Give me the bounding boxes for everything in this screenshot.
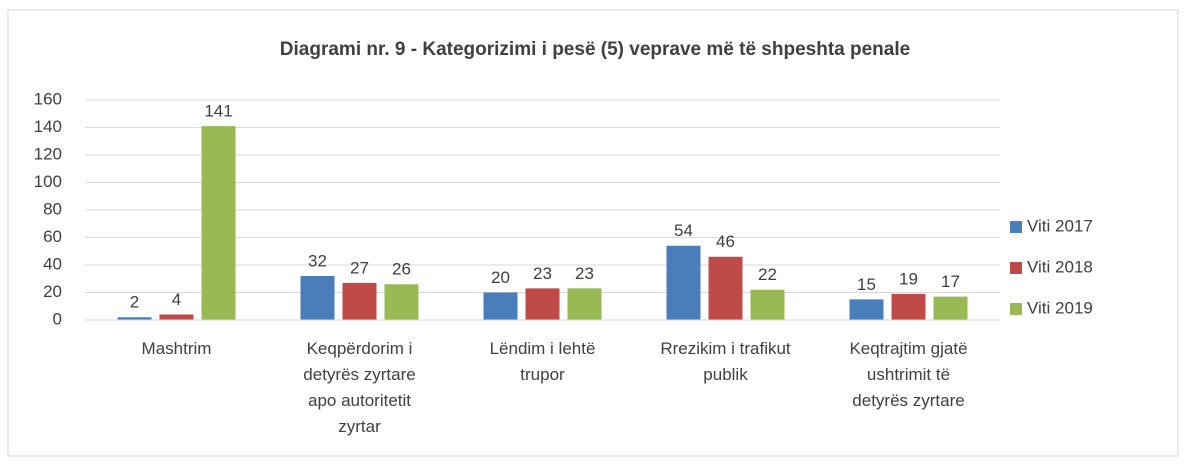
bar (201, 126, 236, 320)
bar (384, 284, 419, 320)
y-tick-label: 80 (43, 199, 62, 218)
y-tick-label: 160 (34, 89, 62, 108)
data-label: 23 (533, 264, 552, 283)
bar (159, 314, 194, 320)
y-tick-label: 100 (34, 172, 62, 191)
x-tick-label: Keqpërdorim i detyrës zyrtare apo autorite… (303, 339, 415, 436)
bar (891, 293, 926, 320)
data-label: 22 (758, 265, 777, 284)
y-tick-label: 120 (34, 144, 62, 163)
data-label: 32 (308, 251, 327, 270)
data-label: 46 (716, 232, 735, 251)
x-tick-label: Mashtrim (142, 339, 212, 358)
data-label: 15 (857, 275, 876, 294)
bar (117, 317, 152, 320)
x-tick-label: Rrezikim i trafikut publik (660, 339, 791, 384)
legend-label: Viti 2018 (1027, 257, 1093, 276)
y-tick-label: 40 (43, 254, 62, 273)
y-tick-label: 20 (43, 282, 62, 301)
data-label: 4 (172, 290, 181, 309)
legend-swatch (1010, 303, 1022, 315)
y-tick-label: 60 (43, 227, 62, 246)
bar (525, 288, 560, 320)
bar (750, 289, 785, 320)
bar (666, 245, 701, 320)
bar (708, 256, 743, 320)
data-label: 2 (130, 293, 139, 312)
legend-swatch (1010, 262, 1022, 274)
data-label: 23 (575, 264, 594, 283)
data-label: 141 (204, 102, 232, 121)
legend-label: Viti 2019 (1027, 298, 1093, 317)
data-label: 26 (392, 260, 411, 279)
x-tick-label: Keqtrajtim gjatë ushtrimit të detyrës zyrt… (849, 339, 967, 410)
y-tick-label: 140 (34, 117, 62, 136)
y-tick-label: 0 (53, 309, 62, 328)
data-label: 54 (674, 221, 693, 240)
data-label: 17 (941, 272, 960, 291)
data-label: 19 (899, 269, 918, 288)
bar (483, 292, 518, 320)
bar (567, 288, 602, 320)
bar (300, 276, 335, 320)
bar (849, 299, 884, 320)
bar (933, 296, 968, 320)
data-label: 27 (350, 258, 369, 277)
bar (342, 282, 377, 320)
x-tick-label: Lëndim i lehtë trupor (490, 339, 596, 384)
legend-label: Viti 2017 (1027, 216, 1093, 235)
legend-swatch (1010, 221, 1022, 233)
data-label: 20 (491, 268, 510, 287)
chart-border (7, 9, 1179, 457)
chart-title: Diagrami nr. 9 - Kategorizimi i pesë (5)… (280, 39, 910, 60)
